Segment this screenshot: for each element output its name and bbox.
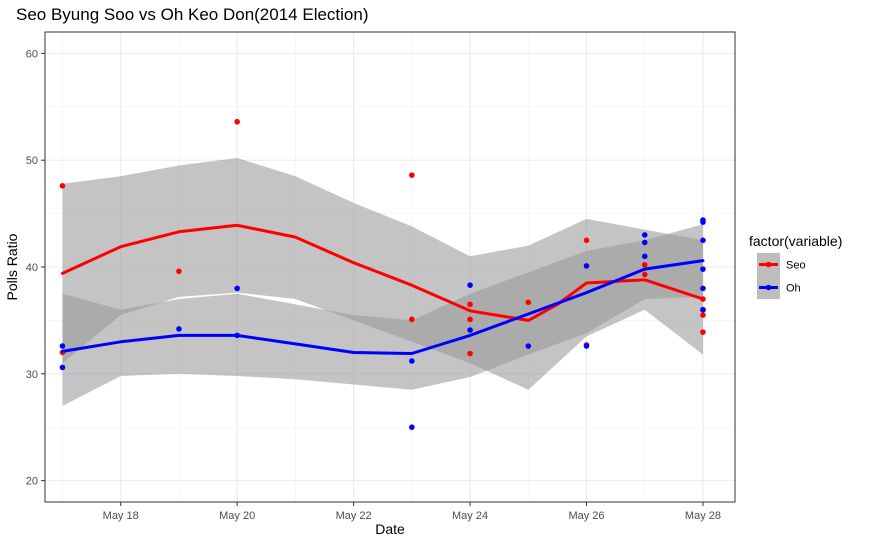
legend-label-oh: Oh — [786, 283, 801, 295]
data-point-oh — [59, 343, 66, 349]
confidence-band-oh — [62, 224, 703, 406]
data-point-oh — [700, 219, 706, 225]
legend-title: factor(variable) — [749, 233, 842, 249]
data-point-oh — [641, 239, 648, 246]
y-tick-label: 60 — [26, 48, 38, 60]
x-tick-label: May 18 — [103, 510, 139, 522]
data-point-oh — [700, 306, 706, 313]
x-tick-label: May 20 — [219, 510, 255, 522]
data-point-oh — [409, 358, 415, 364]
data-point-oh — [641, 232, 648, 238]
data-point-seo — [641, 271, 648, 278]
data-point-seo — [700, 329, 706, 335]
y-tick-label: 30 — [26, 369, 38, 381]
smooth-line-seo — [61, 223, 705, 322]
data-point-seo — [467, 350, 473, 357]
data-point-oh — [234, 285, 240, 292]
data-point-seo — [525, 299, 532, 306]
x-tick-label: May 22 — [336, 510, 372, 522]
data-point-seo — [467, 316, 473, 323]
data-point-oh — [176, 326, 182, 332]
smooth-line-oh — [61, 259, 705, 355]
data-point-seo — [234, 118, 240, 125]
data-point-oh — [700, 266, 706, 272]
chart-title: Seo Byung Soo vs Oh Keo Don(2014 Electio… — [16, 5, 369, 24]
data-point-seo — [583, 237, 590, 244]
legend: factor(variable) Seo Oh — [749, 233, 842, 299]
y-tick-label: 20 — [26, 476, 38, 488]
data-point-seo — [700, 312, 706, 318]
y-tick-label: 40 — [26, 262, 38, 274]
data-point-oh — [700, 285, 706, 292]
y-tick-label: 50 — [26, 155, 38, 167]
data-point-oh — [59, 364, 66, 371]
data-point-seo — [59, 183, 66, 189]
data-point-oh — [467, 282, 473, 288]
plot-area: 20 30 40 50 60 May 18 May 20 May 22 May 24 May 26… — [26, 31, 736, 522]
data-point-oh — [467, 327, 473, 333]
x-axis-title: Date — [375, 521, 405, 537]
data-point-seo — [467, 301, 473, 308]
data-point-oh — [583, 263, 590, 269]
data-point-oh — [700, 237, 706, 244]
data-point-seo — [641, 262, 648, 268]
legend-point-seo — [765, 261, 772, 268]
legend-label-seo: Seo — [786, 260, 806, 272]
x-tick-label: May 28 — [685, 510, 721, 522]
data-point-seo — [176, 268, 182, 275]
data-point-oh — [525, 343, 532, 349]
data-point-oh — [409, 424, 415, 431]
y-axis-title: Polls Ratio — [4, 233, 20, 300]
data-point-seo — [409, 172, 415, 178]
data-point-oh — [583, 343, 590, 349]
x-tick-label: May 26 — [568, 510, 604, 522]
legend-point-oh — [765, 284, 772, 291]
x-tick-label: May 24 — [452, 510, 488, 522]
data-point-seo — [409, 316, 415, 323]
data-point-oh — [641, 253, 648, 260]
